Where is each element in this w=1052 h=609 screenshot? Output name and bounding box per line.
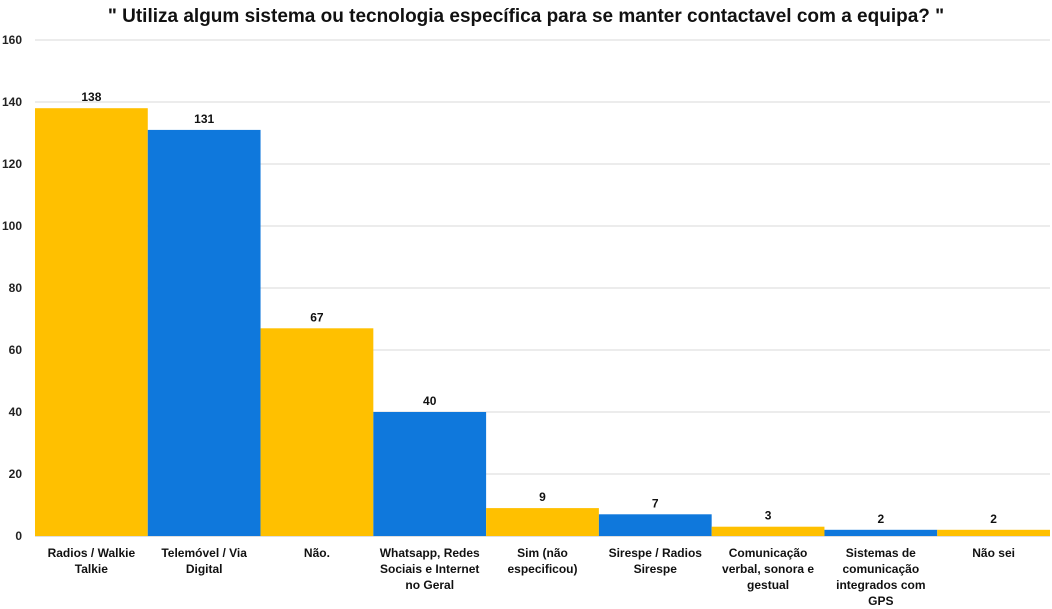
data-label: 7 — [652, 496, 659, 510]
bar — [373, 412, 487, 536]
x-category-label: Sirespe / Radios Sirespe — [608, 546, 702, 576]
x-category-label: Sim (não especificou) — [507, 546, 578, 576]
y-tick-label: 0 — [15, 529, 22, 543]
data-label: 67 — [310, 310, 324, 324]
x-category-label: Comunicação verbal, sonora e gestual — [722, 546, 815, 592]
bar — [147, 129, 261, 536]
bar — [598, 514, 712, 536]
data-label: 9 — [539, 490, 546, 504]
data-label: 131 — [194, 112, 214, 126]
y-tick-label: 160 — [2, 33, 22, 47]
bar — [824, 529, 938, 536]
x-category-label: Whatsapp, Redes Sociais e Internet no Ge… — [379, 546, 480, 592]
y-tick-label: 60 — [9, 343, 23, 357]
y-axis-ticks: 0 20 40 60 80 100 120 140 160 — [2, 33, 22, 543]
data-label: 3 — [765, 509, 772, 523]
data-label: 2 — [990, 512, 997, 526]
y-tick-label: 140 — [2, 95, 22, 109]
data-label: 40 — [423, 394, 437, 408]
y-tick-label: 100 — [2, 219, 22, 233]
chart-title: " Utiliza algum sistema ou tecnologia es… — [107, 6, 945, 27]
x-category-label: Sistemas de comunicação integrados com G… — [836, 546, 926, 608]
x-category-label: Não sei — [972, 546, 1015, 560]
y-tick-label: 40 — [9, 405, 23, 419]
bar — [937, 529, 1050, 536]
x-category-label: Telemóvel / Via Digital — [161, 546, 247, 576]
data-label: 2 — [877, 512, 884, 526]
bar — [260, 328, 374, 536]
y-tick-label: 80 — [9, 281, 23, 295]
data-label: 138 — [81, 90, 101, 104]
bar — [35, 108, 148, 536]
x-category-label: Radios / Walkie Talkie — [47, 546, 136, 576]
x-category-label: Não. — [303, 546, 330, 560]
y-tick-label: 20 — [9, 467, 23, 481]
y-tick-label: 120 — [2, 157, 22, 171]
bars — [35, 108, 1050, 536]
bar — [711, 526, 825, 536]
bar — [486, 508, 599, 536]
data-labels: 138 131 67 40 9 7 3 2 2 — [81, 90, 997, 526]
bar-chart: 0 20 40 60 80 100 120 140 160 138 131 67 40 9 7 3 2 2 — [2, 33, 1050, 543]
